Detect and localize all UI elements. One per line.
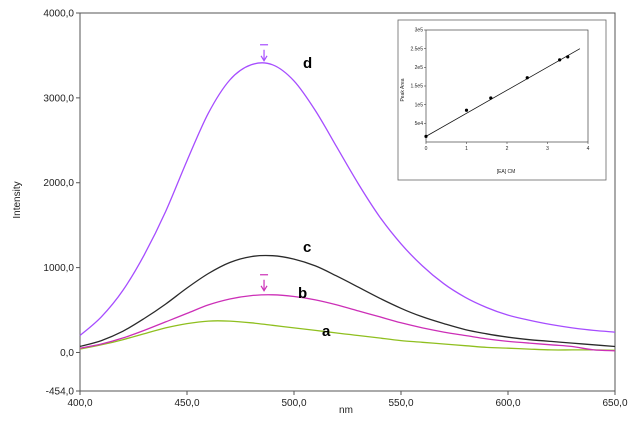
inset-y-tick-label: 2e5 [415, 65, 424, 71]
curve-label-b: b [298, 285, 307, 302]
inset-tick-labels: 0 1 2 3 4 5e4 1e5 1.5e5 2e5 2.5e5 3e5 [410, 28, 589, 152]
inset-data-point [525, 76, 529, 80]
inset-data-point [566, 55, 570, 59]
inset-frame [397, 19, 607, 181]
y-tick-label: 2000,0 [43, 178, 74, 189]
x-tick-label: 400,0 [67, 398, 92, 409]
series-lines [79, 62, 616, 352]
inset-data-point [464, 108, 469, 112]
series-line-c [79, 254, 616, 348]
curve-label-a: a [322, 323, 331, 340]
y-tick-label: 0,0 [60, 348, 74, 359]
inset-y-tick-label: 1e5 [415, 102, 424, 108]
tick-labels: 400,0 450,0 500,0 550,0 600,0 650,0 -454,0 0,0 1… [43, 9, 628, 410]
y-tick-label: -454,0 [46, 387, 75, 398]
inset-points [424, 55, 570, 138]
x-axis-label: nm [339, 405, 353, 416]
curve-label-d: d [303, 55, 312, 72]
series-line-d [79, 62, 616, 336]
y-tick-label: 3000,0 [43, 93, 74, 104]
peak-markers [260, 44, 269, 292]
peak-arrow-head-d [260, 55, 268, 62]
inset-fit-line [425, 48, 581, 137]
x-tick-label: 500,0 [281, 398, 306, 409]
peak-arrow-head-b [260, 285, 268, 292]
inset-y-tick-label: 3e5 [415, 28, 424, 34]
x-tick-label: 600,0 [495, 398, 520, 409]
inset-y-tick-label: 2.5e5 [410, 46, 423, 52]
inset-data-point [558, 58, 562, 62]
inset-x-tick-label: 0 [425, 146, 428, 152]
inset-regression-line [425, 48, 581, 137]
series-line-b [79, 294, 616, 352]
series-line-a [79, 320, 616, 351]
inset-x-tick-label: 4 [587, 146, 590, 152]
inset-x-tick-label: 3 [546, 146, 549, 152]
inset-data-point [489, 96, 493, 100]
y-tick-label: 1000,0 [43, 263, 74, 274]
inset-y-tick-label: 1.5e5 [410, 84, 423, 90]
inset-data-point [424, 134, 428, 138]
inset-background [397, 19, 607, 181]
inset-y-axis-label: Peak Area [400, 78, 406, 101]
inset-chart: 0 1 2 3 4 5e4 1e5 1.5e5 2e5 2.5e5 3e5 Peak Area [E… [397, 19, 607, 181]
x-tick-label: 450,0 [174, 398, 199, 409]
inset-x-axis-label: [EA] CM [497, 169, 516, 175]
x-tick-label: 650,0 [602, 398, 627, 409]
inset-y-tick-label: 5e4 [415, 121, 424, 127]
y-axis-label: Intensity [12, 181, 23, 218]
curve-label-c: c [303, 239, 311, 256]
plot-frame [79, 12, 616, 392]
y-tick-label: 4000,0 [43, 9, 74, 20]
x-tick-label: 550,0 [388, 398, 413, 409]
inset-x-tick-label: 1 [465, 146, 468, 152]
plot-border [79, 12, 616, 392]
inset-x-tick-label: 2 [506, 146, 509, 152]
